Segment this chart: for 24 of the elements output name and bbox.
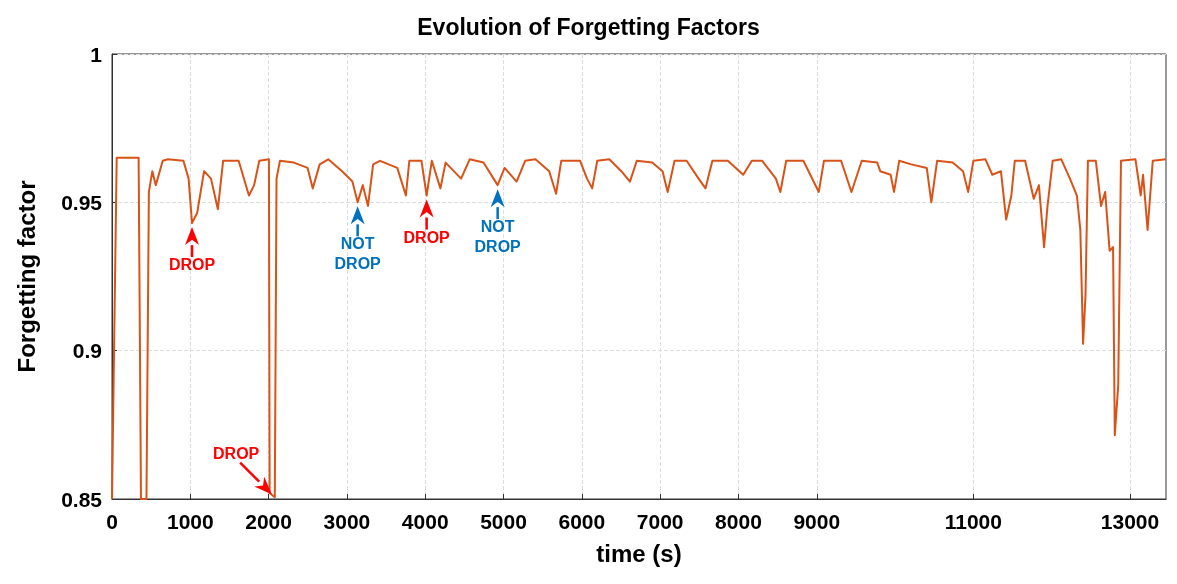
x-tick-label: 3000 — [323, 510, 371, 533]
y-tick-label: 0.95 — [61, 190, 103, 214]
x-tick-label: 7000 — [636, 510, 684, 533]
x-axis-title: time (s) — [596, 539, 682, 567]
y-tick-label: 0.9 — [72, 339, 102, 363]
x-tick-label: 9000 — [793, 510, 841, 533]
x-tick-label: 13000 — [1100, 510, 1160, 533]
annotation: NOT DROP — [474, 218, 522, 256]
annotation: DROP — [168, 256, 216, 274]
annotation: DROP — [403, 228, 451, 246]
x-tick-label: 2000 — [245, 510, 292, 533]
chart-title: Evolution of Forgetting Factors — [417, 13, 760, 40]
x-tick-label: 5000 — [480, 510, 527, 533]
y-axis-title: Forgetting factor — [12, 180, 40, 373]
y-tick-label: 0.85 — [61, 487, 103, 511]
x-tick-label: 11000 — [944, 510, 1002, 533]
x-tick-label: 1000 — [166, 510, 214, 533]
x-tick-label: 8000 — [715, 510, 762, 533]
annotation: NOT DROP — [334, 235, 382, 273]
annotation: DROP — [213, 444, 260, 462]
x-tick-label: 4000 — [401, 510, 449, 533]
y-tick-label: 1 — [90, 42, 103, 66]
x-tick-label: 6000 — [558, 510, 606, 533]
x-tick-label: 0 — [106, 510, 118, 533]
